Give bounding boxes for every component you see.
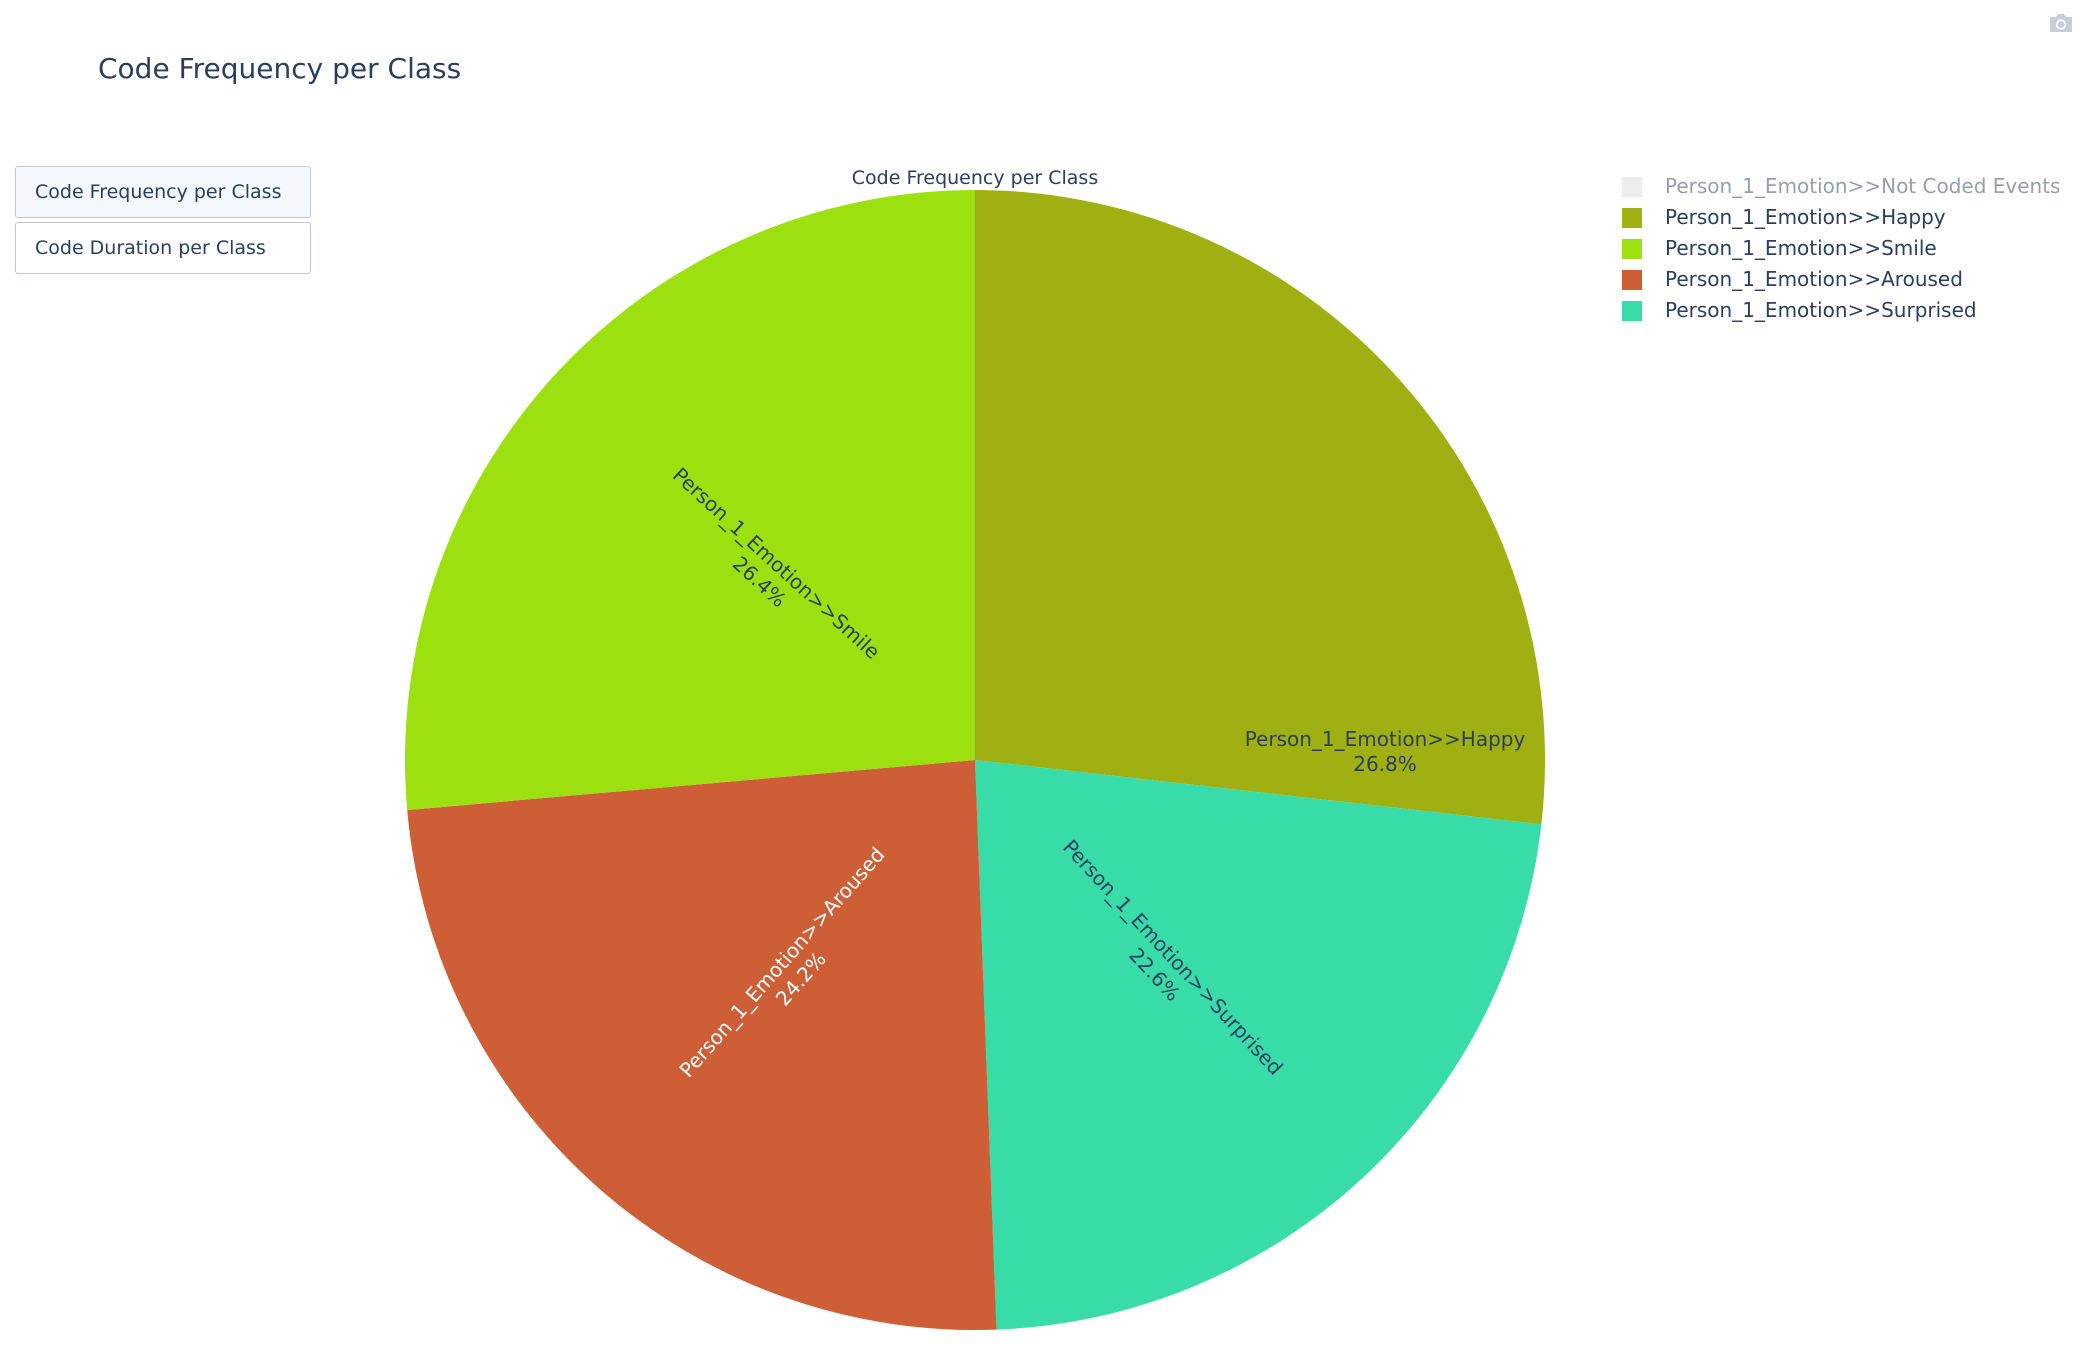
pie-title: Code Frequency per Class	[852, 167, 1098, 189]
code-duration-button[interactable]: Code Duration per Class	[15, 222, 311, 274]
slice-label-0: Person_1_Emotion>>Happy	[1245, 727, 1526, 751]
pie-slice-3[interactable]	[405, 190, 976, 811]
legend-swatch	[1622, 270, 1642, 290]
legend-label: Person_1_Emotion>>Smile	[1665, 236, 1937, 260]
code-frequency-button[interactable]: Code Frequency per Class	[15, 166, 311, 218]
pie-slice-0[interactable]	[975, 190, 1545, 825]
page-title: Code Frequency per Class	[98, 52, 462, 85]
legend-label: Person_1_Emotion>>Happy	[1665, 205, 1946, 229]
pie-slice-1[interactable]	[975, 760, 1542, 1330]
legend-swatch	[1622, 208, 1642, 228]
legend-label: Person_1_Emotion>>Not Coded Events	[1665, 174, 2061, 198]
legend-swatch	[1622, 239, 1642, 259]
legend-label: Person_1_Emotion>>Aroused	[1665, 267, 1963, 291]
camera-icon[interactable]	[2048, 12, 2074, 34]
pie-slice-2[interactable]	[407, 760, 997, 1331]
slice-percent-0: 26.8%	[1353, 752, 1417, 776]
legend-swatch	[1622, 301, 1642, 321]
legend-swatch	[1622, 177, 1642, 197]
legend-label: Person_1_Emotion>>Surprised	[1665, 298, 1977, 322]
